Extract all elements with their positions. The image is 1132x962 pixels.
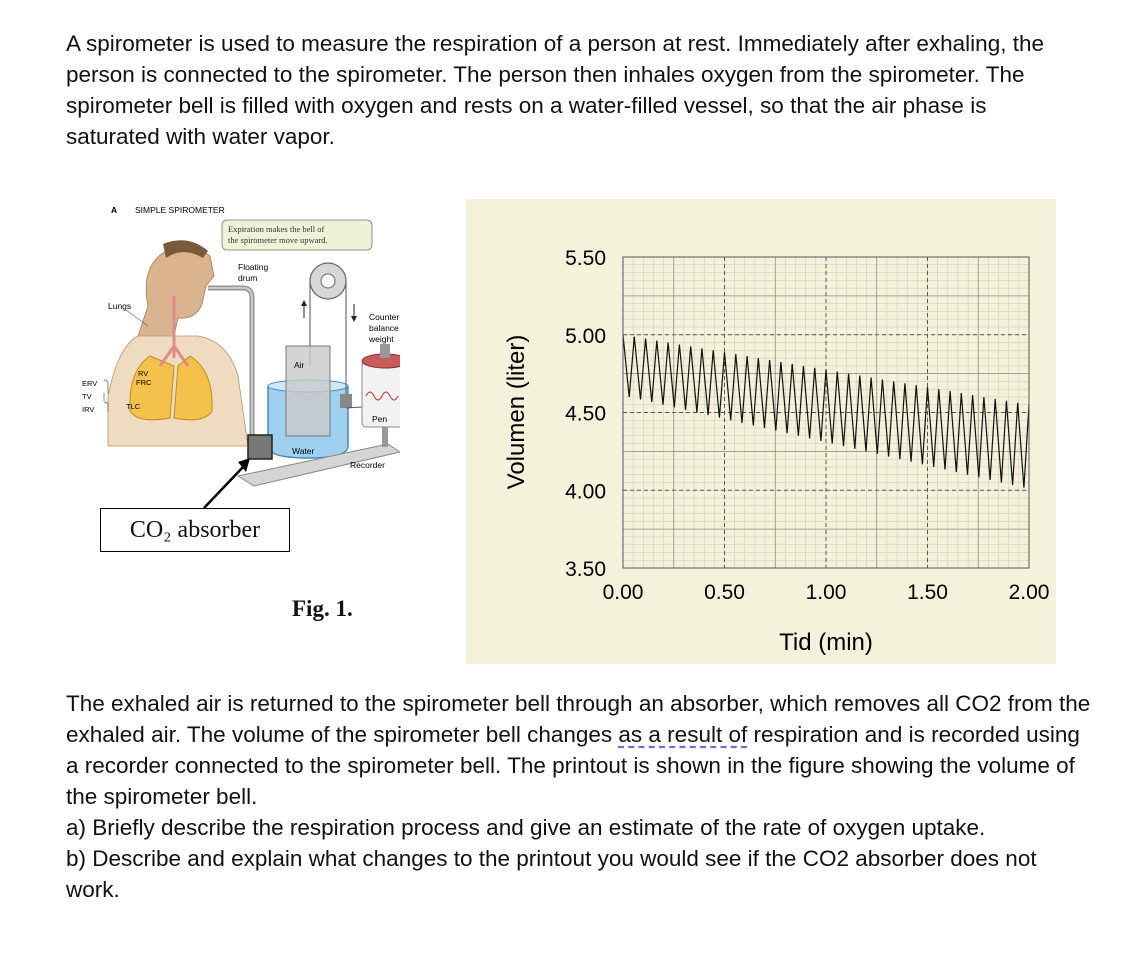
volume-trace [622,334,1030,488]
x-tick-label: 1.50 [907,581,948,604]
x-tick-label: 0.00 [603,581,644,604]
y-axis-label: Volumen (liter) [503,335,530,490]
x-tick-label: 0.50 [704,581,745,604]
figure-caption: Fig. 1. [292,596,353,621]
callout-box [221,219,373,251]
callout-line1: Expiration makes the bell of [228,224,324,234]
floating-label-1: Floating [238,262,269,272]
chart-grid [622,256,1030,569]
body-text-before: The exhaled air is returned to the spiro… [66,691,1091,747]
co2-absorber-label: CO₂ absorber [100,508,290,552]
base-plate [236,443,400,487]
panel-title: SIMPLE SPIROMETER [135,205,225,215]
intro-paragraph: A spirometer is used to measure the resp… [66,31,1044,149]
spirometer-bell [285,345,331,437]
body-text-after: respiration and is recorded using a reco… [66,722,1080,809]
irv-label: IRV [82,405,94,414]
volume-chart: 5.50 5.00 4.50 4.00 3.500.00 0.50 1.00 1.50 2.00… [466,199,1056,664]
y-tick-label: 5.00 [565,325,606,348]
frc-label: FRC [136,378,152,387]
tv-label: TV [82,392,92,401]
erv-label: ERV [82,379,97,388]
panel-letter: A [111,205,117,215]
head-illustration [137,246,215,342]
y-tick-label: 4.50 [565,403,606,426]
question-paragraph: The exhaled air is returned to the spiro… [66,688,1096,905]
pen-label: Pen [372,414,387,424]
lungs-label: Lungs [108,301,131,311]
x-axis-label: Tid (min) [779,629,873,656]
counter-label-3: weight [368,334,394,344]
spellcheck-underlined-phrase: as a result of [618,722,748,747]
question-a: a) Briefly describe the respiration proc… [66,815,986,840]
x-tick-label: 1.00 [806,581,847,604]
absorber-block [247,434,273,460]
chart-ticks: 5.50 5.00 4.50 4.00 3.500.00 0.50 1.00 1.50 2.00 [565,247,1049,604]
right-lung [173,355,213,421]
spirometer-figure: A SIMPLE SPIROMETER Expiration makes the… [82,205,400,509]
absorber-arrow [203,465,245,509]
counter-label-1: Counter- [369,312,400,322]
airway [158,296,190,367]
plot-frame [622,256,1030,569]
hair-illustration [163,240,208,258]
y-tick-label: 5.50 [565,247,606,270]
chart-background [466,199,1056,664]
y-tick-label: 4.00 [565,480,606,503]
callout-line2: the spirometer move upward. [228,235,328,245]
left-lung [129,355,175,421]
x-tick-label: 2.00 [1009,581,1050,604]
floating-label-2: drum [238,273,257,283]
counter-label-2: balance [369,323,399,333]
air-label: Air [294,360,305,370]
rv-label: RV [138,369,148,378]
recorder-label: Recorder [350,460,385,470]
question-b: b) Describe and explain what changes to … [66,846,1037,902]
body-paragraph: The exhaled air is returned to the spiro… [66,688,1096,812]
tlc-label: TLC [126,402,141,411]
y-tick-label: 3.50 [565,558,606,581]
water-label: Water [292,446,315,456]
